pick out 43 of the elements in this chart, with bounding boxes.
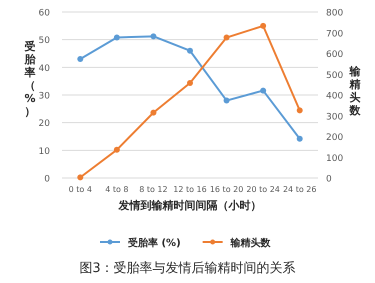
point	[296, 136, 303, 142]
point	[224, 98, 230, 104]
y2-tick-label: 200	[326, 133, 344, 143]
point	[187, 80, 193, 86]
point	[260, 22, 266, 29]
x-tick-label: 4 to 8	[105, 185, 129, 194]
y-tick-label: 20	[38, 119, 50, 130]
x-tick-label: 24 to 26	[282, 185, 316, 194]
y2-tick-label: 0	[326, 174, 332, 184]
y2-tick-label: 400	[326, 92, 344, 102]
x-tick-label: 8 to 12	[139, 185, 168, 194]
y-tick-label: 40	[38, 64, 50, 74]
y-tick-label: 50	[38, 36, 50, 46]
legend-label: 输精头数	[230, 237, 272, 249]
y-tick-label: 10	[38, 146, 50, 157]
point	[77, 174, 84, 180]
point	[114, 34, 120, 40]
point	[260, 88, 266, 94]
point	[150, 33, 156, 40]
y-axis-title: 受胎率（%）	[24, 40, 36, 118]
text: 图3：受胎率与发情后输精时间的关系	[79, 260, 296, 276]
y-tick-label: 0	[44, 174, 50, 184]
y2-tick-label: 600	[326, 50, 344, 60]
y2-axis-title: 输精头数	[348, 65, 362, 117]
y2-tick-label: 500	[326, 70, 344, 81]
point	[224, 34, 230, 41]
point	[114, 146, 120, 153]
y-tick-label: 30	[38, 92, 50, 102]
y-tick-label: 60	[38, 8, 50, 18]
x-tick-label: 20 to 24	[246, 185, 280, 194]
x-axis-title: 发情到输精时间间隔（小时）	[118, 199, 262, 212]
y2-tick-label: 100	[326, 154, 344, 164]
point	[150, 110, 156, 116]
x-tick-label: 16 to 20	[210, 185, 244, 194]
legend-label: 受胎率 (%)	[127, 237, 181, 249]
x-tick-label: 0 to 4	[68, 185, 92, 194]
y2-tick-label: 300	[326, 112, 344, 122]
point	[187, 48, 193, 54]
point	[77, 56, 84, 62]
x-tick-label: 12 to 16	[173, 185, 207, 194]
point	[296, 107, 303, 114]
y2-tick-label: 700	[326, 29, 344, 40]
y2-tick-label: 800	[326, 8, 344, 18]
